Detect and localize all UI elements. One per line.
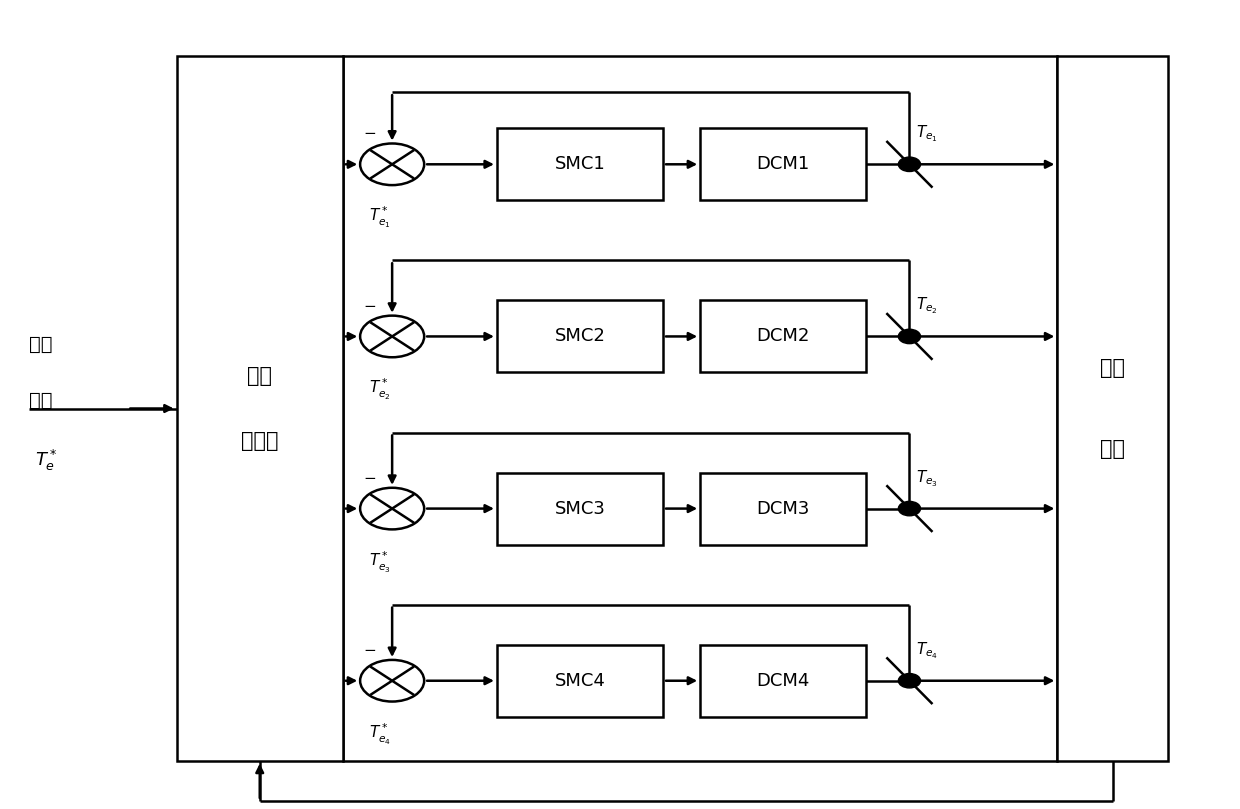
Text: 协调: 协调: [247, 366, 273, 387]
Circle shape: [360, 488, 424, 529]
Text: 转矩: 转矩: [29, 391, 52, 410]
Text: DCM1: DCM1: [756, 155, 810, 173]
FancyBboxPatch shape: [701, 300, 867, 372]
Text: SMC1: SMC1: [554, 155, 605, 173]
Text: $-$: $-$: [362, 125, 376, 139]
FancyBboxPatch shape: [176, 56, 343, 760]
Text: 参考: 参考: [29, 335, 52, 354]
FancyBboxPatch shape: [497, 300, 663, 372]
Text: 牵引: 牵引: [1100, 358, 1125, 379]
Text: SMC3: SMC3: [554, 500, 605, 518]
Text: $T_{e_{4}}^*$: $T_{e_{4}}^*$: [368, 722, 391, 747]
Text: 机车: 机车: [1100, 438, 1125, 459]
FancyBboxPatch shape: [701, 645, 867, 717]
Circle shape: [360, 660, 424, 701]
FancyBboxPatch shape: [701, 472, 867, 544]
Circle shape: [898, 502, 920, 516]
Text: $T_{e_{2}}$: $T_{e_{2}}$: [915, 296, 937, 316]
Circle shape: [898, 674, 920, 688]
Text: $T_{e_{3}}^*$: $T_{e_{3}}^*$: [368, 549, 391, 574]
Text: 控制器: 控制器: [241, 430, 279, 451]
Text: SMC2: SMC2: [554, 328, 605, 345]
FancyBboxPatch shape: [497, 645, 663, 717]
FancyBboxPatch shape: [701, 129, 867, 201]
Text: $T_e^*$: $T_e^*$: [35, 448, 57, 473]
Text: DCM3: DCM3: [756, 500, 810, 518]
FancyBboxPatch shape: [497, 472, 663, 544]
Text: SMC4: SMC4: [554, 671, 605, 690]
Circle shape: [898, 157, 920, 172]
Text: $-$: $-$: [362, 468, 376, 484]
Text: $T_{e_{3}}$: $T_{e_{3}}$: [915, 468, 937, 489]
FancyBboxPatch shape: [497, 129, 663, 201]
Text: $T_{e_{2}}^*$: $T_{e_{2}}^*$: [368, 377, 391, 402]
Text: DCM2: DCM2: [756, 328, 810, 345]
Text: $-$: $-$: [362, 297, 376, 311]
Text: $T_{e_{1}}^*$: $T_{e_{1}}^*$: [368, 205, 391, 231]
Circle shape: [360, 316, 424, 358]
Text: $T_{e_{1}}$: $T_{e_{1}}$: [915, 124, 937, 144]
Circle shape: [898, 329, 920, 344]
Text: $-$: $-$: [362, 641, 376, 656]
FancyBboxPatch shape: [343, 56, 1058, 760]
Text: DCM4: DCM4: [756, 671, 810, 690]
Text: $T_{e_{4}}$: $T_{e_{4}}$: [915, 640, 937, 661]
FancyBboxPatch shape: [1058, 56, 1168, 760]
Circle shape: [360, 143, 424, 185]
